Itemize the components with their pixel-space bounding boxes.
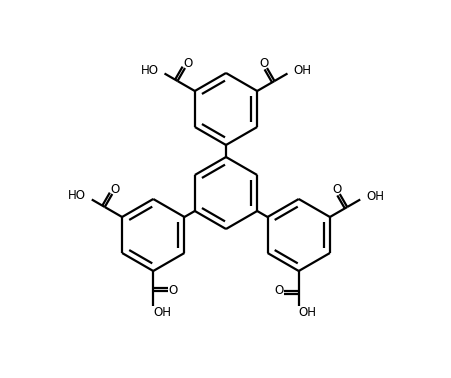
Text: O: O bbox=[183, 57, 192, 70]
Text: O: O bbox=[110, 183, 119, 196]
Text: O: O bbox=[168, 285, 178, 297]
Text: OH: OH bbox=[365, 189, 383, 203]
Text: O: O bbox=[273, 285, 283, 297]
Text: OH: OH bbox=[293, 64, 311, 76]
Text: O: O bbox=[332, 183, 341, 196]
Text: OH: OH bbox=[153, 307, 171, 319]
Text: HO: HO bbox=[140, 64, 158, 76]
Text: HO: HO bbox=[68, 189, 86, 203]
Text: OH: OH bbox=[298, 307, 316, 319]
Text: O: O bbox=[259, 57, 268, 70]
